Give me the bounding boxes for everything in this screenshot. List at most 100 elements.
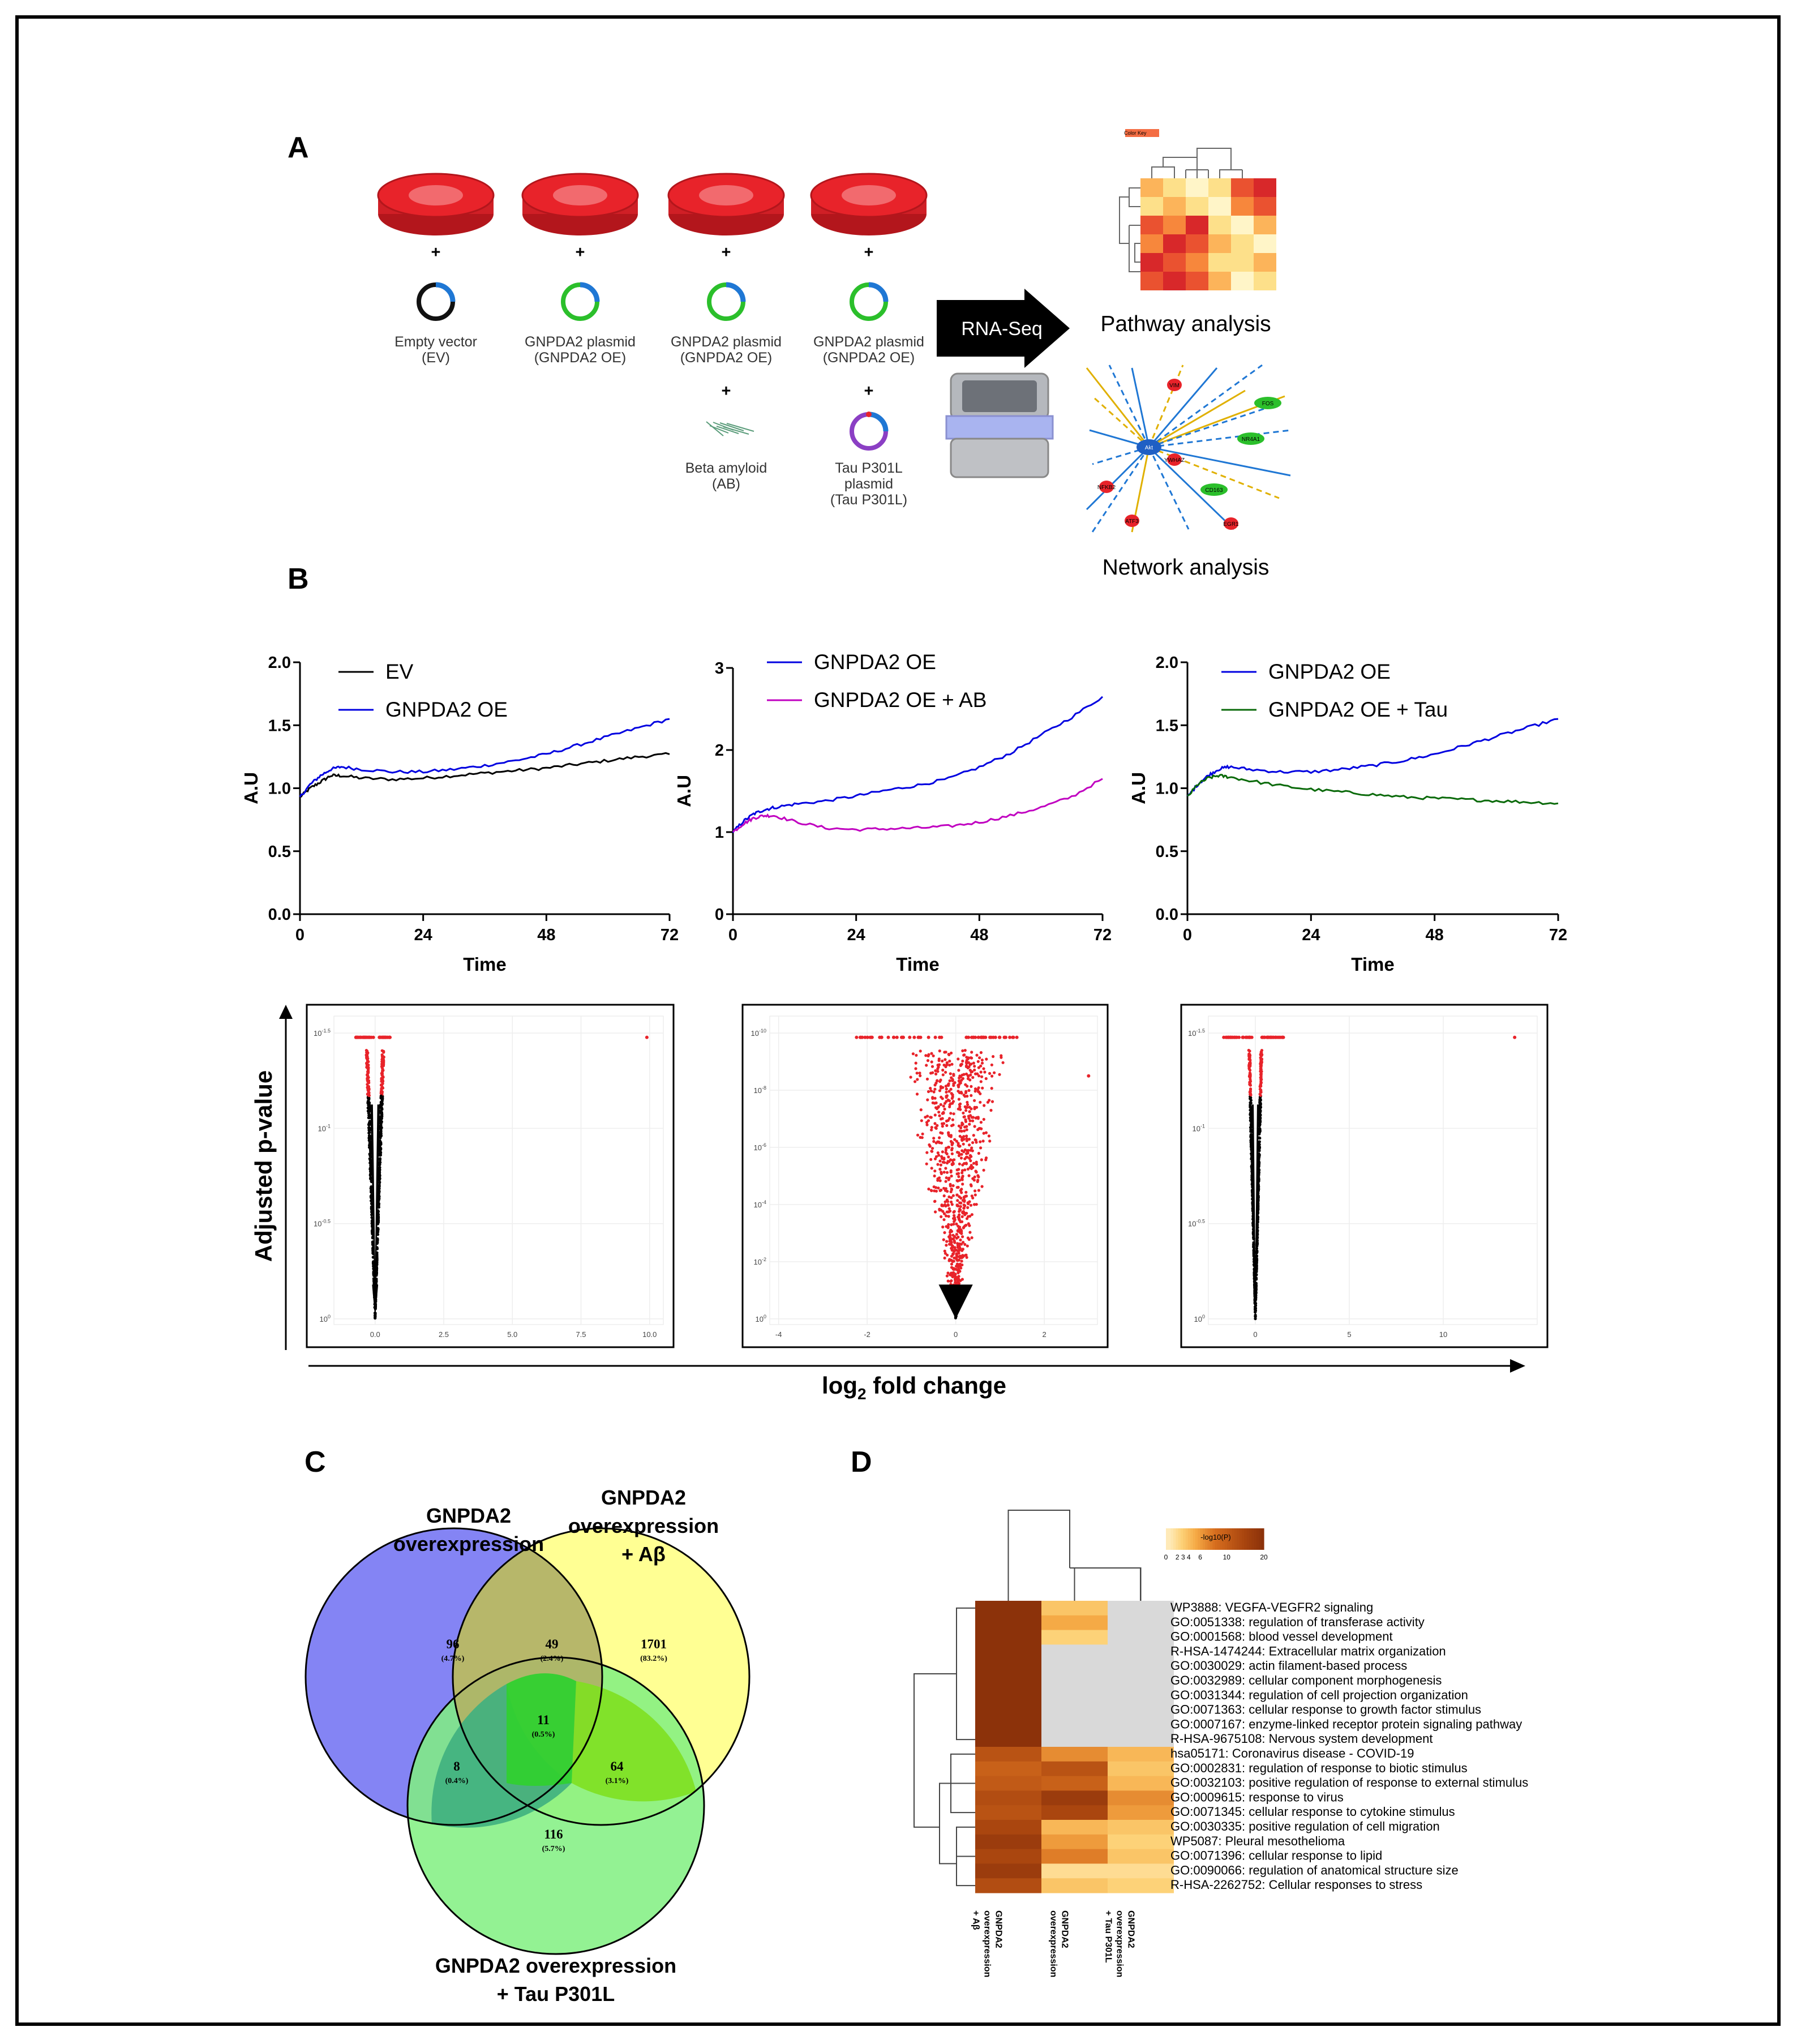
volcano-point xyxy=(934,1210,937,1214)
volcano-point xyxy=(930,1060,933,1064)
volcano-point xyxy=(926,1098,929,1102)
volcano-point xyxy=(930,1052,933,1055)
volcano-point xyxy=(949,1087,953,1091)
volcano-point xyxy=(967,1061,970,1064)
volcano-point xyxy=(941,1132,944,1135)
pathway-heatmap-cell xyxy=(1140,197,1163,216)
volcano-point xyxy=(859,1035,863,1039)
volcano-point xyxy=(1251,1218,1255,1221)
volcano-point xyxy=(974,1138,977,1142)
volcano-point xyxy=(979,1092,982,1095)
volcano-point xyxy=(1249,1135,1253,1139)
venn-region-percent: (5.7%) xyxy=(542,1845,565,1853)
pathway-heatmap-cell xyxy=(1163,197,1186,216)
volcano-point xyxy=(947,1207,951,1210)
volcano-point xyxy=(942,1218,946,1222)
volcano-point xyxy=(1249,1092,1253,1095)
volcano-point xyxy=(379,1133,383,1137)
volcano-point xyxy=(947,1223,950,1226)
volcano-point xyxy=(950,1262,954,1266)
volcano-point xyxy=(937,1105,940,1108)
volcano-point xyxy=(959,1239,962,1242)
volcano-point xyxy=(367,1116,370,1120)
volcano-point xyxy=(964,1065,968,1068)
x-tick-label: 7.5 xyxy=(576,1330,586,1339)
volcano-point xyxy=(933,1096,937,1100)
volcano-point xyxy=(945,1210,949,1214)
volcano-point xyxy=(938,1141,941,1145)
heatmap-cell xyxy=(975,1834,1041,1850)
legend-gradient-step xyxy=(1215,1528,1218,1550)
volcano-point xyxy=(379,1094,383,1098)
volcano-point xyxy=(941,1073,945,1077)
volcano-point xyxy=(942,1186,946,1190)
volcano-point xyxy=(1513,1035,1517,1039)
volcano-point xyxy=(377,1198,380,1201)
volcano-point xyxy=(967,1202,970,1206)
volcano-point xyxy=(965,1211,968,1215)
volcano-point xyxy=(941,1122,944,1125)
volcano-point xyxy=(976,1128,980,1132)
y-tick-label: 10-1 xyxy=(318,1123,331,1133)
volcano-point xyxy=(377,1192,380,1195)
volcano-point xyxy=(945,1087,948,1091)
volcano-point xyxy=(979,1140,982,1143)
series-line-gnpda2-oe xyxy=(732,696,1104,833)
volcano-point xyxy=(951,1233,955,1237)
venn-region-1: 96 (4.7%) xyxy=(441,1637,465,1663)
volcano-point xyxy=(938,1179,942,1182)
volcano-point xyxy=(379,1103,383,1106)
volcano-nonsignificant-arm xyxy=(370,1104,380,1319)
volcano-point xyxy=(957,1275,960,1278)
volcano-point xyxy=(914,1061,917,1065)
volcano-point xyxy=(936,1163,940,1166)
volcano-point xyxy=(965,1255,968,1259)
volcano-point xyxy=(901,1035,905,1039)
heatmap-row-label: GO:0071363: cellular response to growth … xyxy=(1170,1703,1481,1717)
pathway-heatmap-cell xyxy=(1140,272,1163,290)
volcano-point xyxy=(965,1125,968,1128)
x-tick-label: 0 xyxy=(954,1330,958,1339)
volcano-point xyxy=(980,1061,984,1065)
volcano-point xyxy=(982,1168,985,1172)
pathway-heatmap-icon: Color Key xyxy=(1119,129,1276,290)
legend-gradient-step xyxy=(1224,1528,1228,1550)
volcano-point xyxy=(964,1060,968,1064)
pathway-analysis-label: Pathway analysis xyxy=(1100,312,1271,336)
volcano-point xyxy=(1256,1220,1259,1224)
volcano-point xyxy=(948,1064,951,1067)
y-tick-label: 1.0 xyxy=(1156,780,1178,798)
volcano-point xyxy=(956,1199,959,1202)
volcano-point xyxy=(952,1268,955,1271)
volcano-point xyxy=(1258,1085,1262,1089)
y-tick-label: 1.0 xyxy=(268,780,291,798)
network-node xyxy=(1099,481,1114,493)
volcano-point xyxy=(960,1256,963,1259)
pathway-heatmap-cell xyxy=(1140,234,1163,253)
heatmap-row-label: GO:0007167: enzyme-linked receptor prote… xyxy=(1170,1717,1522,1731)
volcano-point xyxy=(962,1073,966,1076)
volcano-point xyxy=(990,1063,993,1066)
culture-dishes: +Empty vector(EV)+GNPDA2 plasmid(GNPDA2 … xyxy=(377,173,928,508)
network-node-label: NFKB2 xyxy=(1097,485,1116,491)
x-axis-label: Time xyxy=(463,954,506,975)
volcano-point xyxy=(962,1142,965,1146)
volcano-point xyxy=(945,1274,949,1278)
volcano-point xyxy=(947,1083,950,1087)
legend-gradient-step xyxy=(1259,1528,1262,1550)
volcano-point xyxy=(1249,1096,1253,1099)
volcano-point xyxy=(957,1079,960,1083)
volcano-point xyxy=(951,1246,954,1250)
volcano-point xyxy=(956,1229,959,1232)
volcano-point xyxy=(925,1064,928,1067)
volcano-point xyxy=(1011,1035,1015,1039)
legend-label: GNPDA2 OE + AB xyxy=(814,688,987,712)
volcano-point xyxy=(944,1180,947,1183)
volcano-point xyxy=(919,1108,923,1112)
volcano-point xyxy=(365,1056,368,1060)
plasmid-insert-arc xyxy=(868,412,889,432)
volcano-point xyxy=(973,1035,977,1039)
volcano-point xyxy=(983,1070,987,1074)
legend-gradient-step xyxy=(1180,1528,1183,1550)
volcano-point xyxy=(380,1079,383,1083)
